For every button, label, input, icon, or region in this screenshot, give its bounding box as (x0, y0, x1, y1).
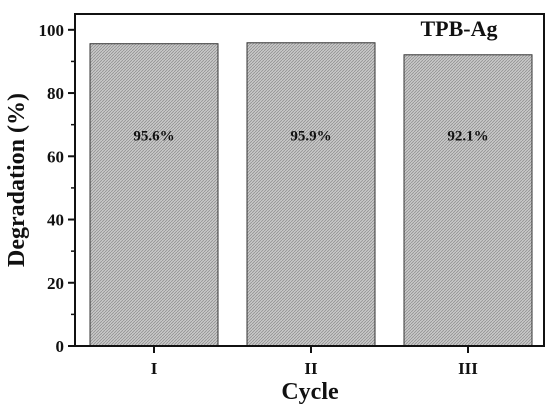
x-tick-label-II: II (304, 359, 318, 378)
data-label-III: 92.1% (447, 128, 488, 144)
bars-group (89, 42, 533, 347)
plot-frame (74, 13, 545, 347)
x-tick-label-I: I (151, 359, 158, 378)
chart-title: TPB-Ag (421, 16, 498, 41)
bar-II (246, 42, 376, 347)
x-tick-label-III: III (458, 359, 478, 378)
y-tick-label: 40 (47, 211, 64, 230)
data-label-II: 95.9% (290, 128, 331, 144)
y-tick-label: 100 (39, 21, 65, 40)
y-tick-label: 20 (47, 274, 64, 293)
data-labels-group: 95.6% 95.9% 92.1% (133, 128, 488, 144)
bar-III (403, 54, 533, 347)
y-axis-ticks: 0 20 40 60 80 100 (39, 21, 75, 356)
y-axis-title: Degradation (%) (4, 93, 30, 267)
data-label-I: 95.6% (133, 128, 174, 144)
y-tick-label: 80 (47, 84, 64, 103)
bar-I (89, 43, 219, 347)
y-tick-label: 0 (56, 337, 65, 356)
x-axis-title: Cycle (281, 379, 339, 405)
x-axis-ticks: I II III (151, 346, 478, 378)
y-tick-label: 60 (47, 147, 64, 166)
